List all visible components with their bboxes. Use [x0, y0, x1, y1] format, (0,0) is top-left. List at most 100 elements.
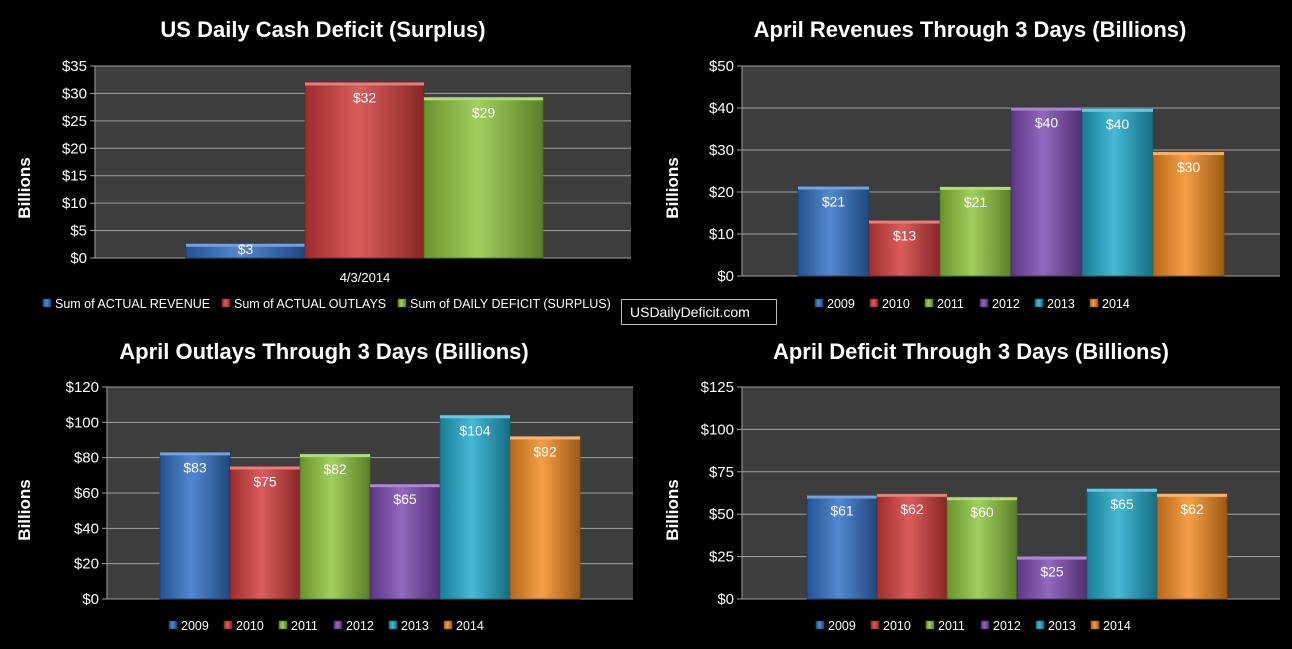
legend-label: 2011	[291, 619, 318, 633]
bar-top-edge	[370, 484, 440, 488]
y-tick-label: $40	[709, 100, 734, 117]
y-tick-label: $20	[74, 556, 99, 573]
data-label: $13	[893, 228, 917, 244]
bar-2011	[939, 186, 1012, 277]
data-label: $104	[459, 422, 490, 438]
y-tick-label: $80	[74, 450, 99, 467]
bar-top-edge	[947, 497, 1017, 501]
x-tick-label: 4/3/2014	[340, 270, 391, 285]
y-tick-label: $30	[62, 85, 87, 102]
chart-2: April Revenues Through 3 Days (Billions)…	[663, 17, 1280, 311]
bar-2011	[299, 453, 371, 600]
data-label: $75	[253, 474, 277, 490]
legend-swatch	[814, 298, 824, 308]
data-label: $83	[183, 459, 207, 475]
legend-swatch	[223, 620, 233, 630]
bar-top-edge	[186, 243, 305, 247]
bar-top-edge	[940, 186, 1011, 190]
y-axis-label: Billions	[15, 157, 34, 218]
watermark-box: USDailyDeficit.com	[621, 299, 777, 325]
bar-top-edge	[1157, 493, 1227, 497]
data-label: $65	[1110, 496, 1134, 512]
data-label: $61	[830, 503, 854, 519]
y-tick-label: $5	[70, 223, 87, 240]
bar-2010	[868, 220, 941, 277]
data-label: $62	[900, 501, 924, 517]
data-label: $40	[1106, 116, 1130, 132]
legend-swatch	[924, 298, 934, 308]
bar-top-edge	[1082, 108, 1153, 112]
y-axis-label: Billions	[15, 479, 34, 540]
bar-top-edge	[230, 466, 300, 470]
bar-top-edge	[510, 436, 580, 440]
y-tick-label: $0	[82, 591, 99, 608]
legend-label: 2014	[456, 619, 484, 633]
legend: 2009 2010 2011 2012 2013 2014	[815, 619, 1131, 633]
legend-label: Sum of ACTUAL REVENUE	[55, 297, 210, 311]
legend-label: 2010	[882, 297, 910, 311]
y-tick-label: $0	[717, 591, 734, 608]
data-label: $21	[964, 194, 988, 210]
data-label: $29	[472, 104, 496, 120]
legend-swatch	[925, 620, 935, 630]
bar-2014	[1152, 151, 1225, 277]
legend: 2009 2010 2011 2012 2013 2014	[168, 619, 484, 633]
y-tick-label: $60	[74, 485, 99, 502]
legend-swatch	[815, 620, 825, 630]
data-label: $30	[1177, 159, 1201, 175]
bar-sum-of-daily-deficit-surplus-	[423, 96, 544, 259]
data-label: $62	[1180, 501, 1204, 517]
bar-top-edge	[440, 415, 510, 419]
legend-swatch	[980, 620, 990, 630]
bar-top-edge	[300, 454, 370, 458]
legend: 2009 2010 2011 2012 2013 2014	[814, 297, 1130, 311]
bar-top-edge	[1087, 488, 1157, 492]
legend-label: 2013	[401, 619, 429, 633]
data-label: $32	[353, 89, 377, 105]
legend-label: 2012	[992, 297, 1020, 311]
y-axis-label: Billions	[663, 157, 682, 218]
legend-swatch	[388, 620, 398, 630]
legend-swatch	[333, 620, 343, 630]
chart-title: April Revenues Through 3 Days (Billions)	[754, 17, 1187, 42]
bar-top-edge	[869, 220, 940, 224]
y-tick-label: $25	[62, 113, 87, 130]
bar-top-edge	[877, 493, 947, 497]
legend-swatch	[869, 298, 879, 308]
legend-label: 2011	[938, 619, 965, 633]
bar-2012	[1010, 107, 1083, 277]
y-tick-label: $30	[709, 142, 734, 159]
bar-top-edge	[1153, 152, 1224, 156]
legend-swatch	[397, 298, 407, 308]
y-tick-label: $20	[62, 140, 87, 157]
bar-top-edge	[305, 82, 424, 86]
y-tick-label: $120	[66, 379, 99, 396]
y-tick-label: $100	[66, 414, 99, 431]
legend-swatch	[443, 620, 453, 630]
y-tick-label: $10	[62, 195, 87, 212]
legend-swatch	[1090, 620, 1100, 630]
y-axis-label: Billions	[663, 479, 682, 540]
legend-swatch	[1089, 298, 1099, 308]
data-label: $60	[970, 504, 994, 520]
bar-2014	[1156, 493, 1228, 600]
y-tick-label: $0	[70, 250, 87, 267]
chart-title: US Daily Cash Deficit (Surplus)	[160, 17, 485, 42]
chart-4: April Deficit Through 3 Days (Billions) B…	[663, 339, 1280, 633]
legend-swatch	[1034, 298, 1044, 308]
legend-label: 2012	[993, 619, 1021, 633]
data-label: $92	[533, 443, 557, 459]
bar-2013	[1081, 108, 1154, 277]
y-tick-label: $40	[74, 520, 99, 537]
legend-label: Sum of ACTUAL OUTLAYS	[234, 297, 386, 311]
data-label: $82	[323, 461, 347, 477]
chart-title: April Deficit Through 3 Days (Billions)	[773, 339, 1169, 364]
data-label: $25	[1040, 564, 1064, 580]
bar-2009	[159, 451, 231, 600]
chart-1: US Daily Cash Deficit (Surplus) Billions $…	[15, 17, 631, 311]
data-label: $21	[822, 194, 846, 210]
legend-label: 2013	[1048, 619, 1076, 633]
bar-2009	[806, 495, 878, 600]
bar-top-edge	[160, 452, 230, 456]
